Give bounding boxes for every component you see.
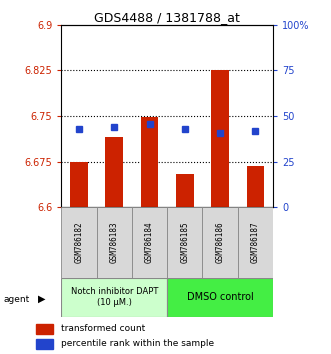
- FancyBboxPatch shape: [61, 278, 167, 317]
- Bar: [36, 324, 54, 334]
- FancyBboxPatch shape: [97, 207, 132, 278]
- Bar: [176, 174, 194, 207]
- Bar: [36, 339, 54, 349]
- Text: DMSO control: DMSO control: [187, 292, 254, 302]
- FancyBboxPatch shape: [203, 207, 238, 278]
- Bar: [211, 70, 229, 207]
- Text: GSM786186: GSM786186: [215, 222, 225, 263]
- Bar: [247, 166, 264, 207]
- FancyBboxPatch shape: [238, 207, 273, 278]
- FancyBboxPatch shape: [132, 207, 167, 278]
- FancyBboxPatch shape: [167, 278, 273, 317]
- Bar: [105, 137, 123, 207]
- Text: transformed count: transformed count: [61, 324, 145, 333]
- Text: GSM786183: GSM786183: [110, 222, 119, 263]
- Text: GSM786187: GSM786187: [251, 222, 260, 263]
- Title: GDS4488 / 1381788_at: GDS4488 / 1381788_at: [94, 11, 240, 24]
- Text: Notch inhibitor DAPT
(10 μM.): Notch inhibitor DAPT (10 μM.): [71, 287, 158, 307]
- FancyBboxPatch shape: [167, 207, 203, 278]
- Text: agent: agent: [3, 295, 29, 304]
- Text: percentile rank within the sample: percentile rank within the sample: [61, 339, 214, 348]
- Bar: [141, 117, 158, 207]
- Bar: [70, 161, 88, 207]
- Text: GSM786185: GSM786185: [180, 222, 189, 263]
- Text: GSM786182: GSM786182: [74, 222, 83, 263]
- Text: ▶: ▶: [38, 294, 46, 304]
- Text: GSM786184: GSM786184: [145, 222, 154, 263]
- FancyBboxPatch shape: [61, 207, 97, 278]
